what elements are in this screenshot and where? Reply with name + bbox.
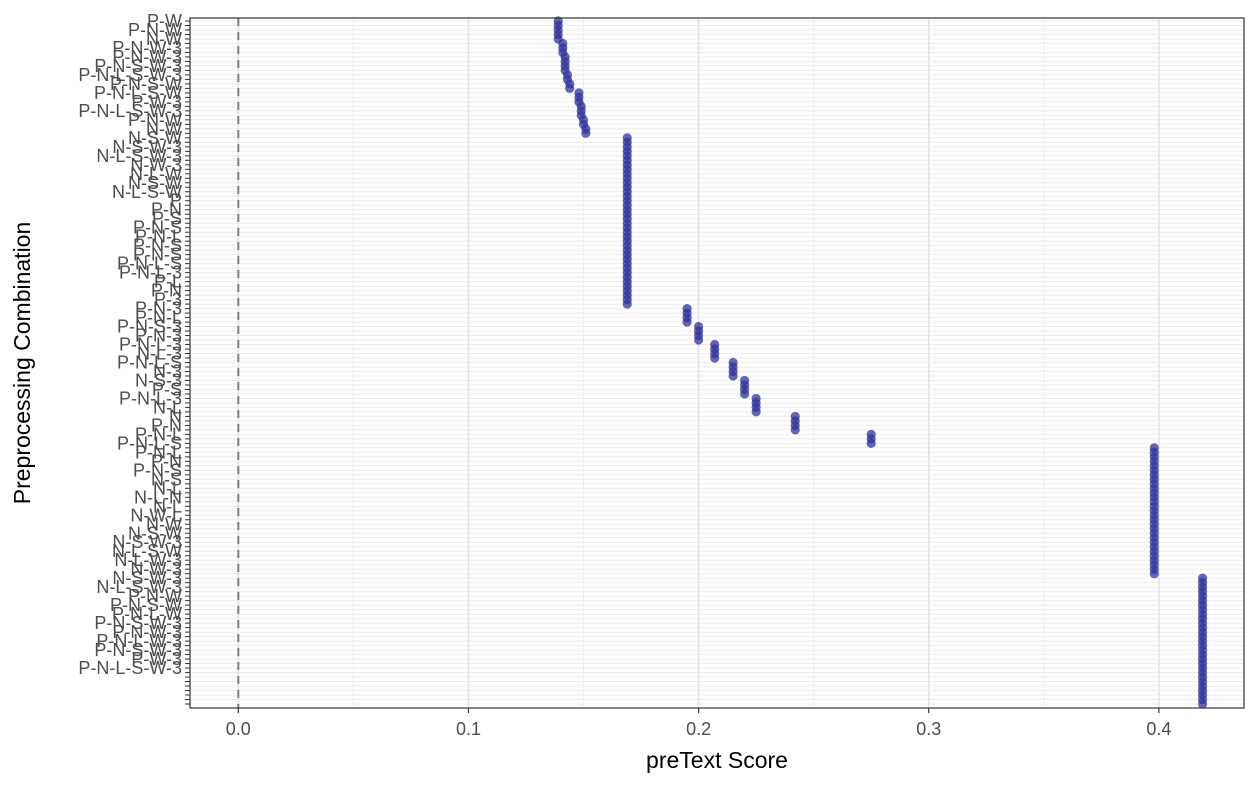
y-tick-label: N-S-W-3 [112, 137, 182, 157]
data-point [1149, 569, 1159, 579]
data-point [622, 299, 632, 309]
y-tick-label: P-N-L-W-3 [96, 631, 182, 651]
data-point [866, 438, 876, 448]
x-tick-label: 0.2 [686, 719, 711, 739]
y-tick-label: P-N [151, 415, 182, 435]
y-tick-label: N-W [146, 119, 182, 139]
y-tick-label: P-N [151, 451, 182, 471]
y-tick-label: P-N-L-S [117, 353, 182, 373]
data-point [740, 389, 750, 399]
data-point [790, 425, 800, 435]
x-tick-label: 0.0 [226, 719, 251, 739]
data-point [710, 353, 720, 363]
y-tick-label: P-N-3 [135, 326, 182, 346]
data-points [553, 16, 1208, 709]
data-point [693, 335, 704, 345]
y-tick-label: P-N-S [133, 245, 182, 265]
y-tick-label: N-L [153, 397, 182, 417]
y-tick-label: P-N-L-3 [119, 335, 182, 355]
y-tick-label: P-N-S-W-3 [94, 640, 182, 660]
x-tick-label: 0.3 [916, 719, 941, 739]
y-tick-label: P-N-W [128, 586, 182, 606]
y-tick-label: N-L [153, 478, 182, 498]
y-tick-label: N-S-W [128, 173, 182, 193]
data-point [581, 128, 591, 138]
y-tick-label: P-N-S-W [110, 595, 182, 615]
y-axis-ticks: P-WP-N-WN-WP-N-W-3P-N-W-3P-N-S-W-3P-N-L-… [78, 11, 190, 705]
y-tick-label: N-S-W-3 [112, 568, 182, 588]
y-tick-label: P-N-W-3 [112, 47, 182, 67]
y-tick-label: P-N-L-S [117, 433, 182, 453]
y-tick-label: P-N-L-W [112, 604, 182, 624]
data-point [1197, 699, 1208, 709]
y-tick-label: N-S-3 [135, 370, 182, 390]
y-tick-label: P-N-3 [135, 299, 182, 319]
y-tick-label: N-S-W-3 [112, 532, 182, 552]
y-tick-label: P-N-L-3 [119, 388, 182, 408]
y-tick-label: P-S [152, 209, 182, 229]
y-tick-label: P-N-S [133, 218, 182, 238]
y-tick-label: N-L-W [130, 164, 182, 184]
y-tick-label: N-W [146, 514, 182, 534]
vertical-gridlines [237, 18, 1160, 708]
y-tick-label: N-W-3 [130, 559, 182, 579]
y-tick-label: P-W-3 [131, 92, 182, 112]
y-tick-label: N-S-W [128, 523, 182, 543]
horizontal-gridlines [190, 20, 1244, 705]
y-tick-label: P-N-S-3 [117, 317, 182, 337]
y-tick-label: P [170, 191, 182, 211]
y-tick-label: P-N-S-W [110, 74, 182, 94]
y-tick-label: P-W [147, 11, 182, 31]
y-tick-label: P-N-S-W-3 [94, 613, 182, 633]
data-point [751, 407, 761, 417]
y-tick-label: P-N-S [133, 460, 182, 480]
y-tick-label: P-N-W-3 [112, 38, 182, 58]
y-tick-label: P-N-L [135, 308, 182, 328]
y-tick-label: N [169, 406, 182, 426]
x-axis-ticks: 0.0 0.1 0.2 0.3 0.4 [226, 708, 1171, 739]
y-tick-label: N-L-S-W [112, 182, 182, 202]
data-point [682, 317, 692, 327]
y-tick-label: P-N-L [135, 442, 182, 462]
x-tick-label: 0.1 [456, 719, 481, 739]
y-tick-label: P-N [151, 200, 182, 220]
y-tick-label: N-3 [153, 361, 182, 381]
y-tick-label: P-S [152, 379, 182, 399]
y-tick-label: P-L [154, 272, 182, 292]
y-tick-label: P-N-L-S-W [94, 83, 182, 103]
y-tick-label: P-N-W [128, 110, 182, 130]
y-tick-label: N-L [153, 496, 182, 516]
y-tick-label: P-W-3 [131, 649, 182, 669]
y-tick-label: N-L-S-W [112, 541, 182, 561]
y-tick-label: P-N-L-S-W-3 [78, 65, 182, 85]
y-tick-label: P-N-S [133, 236, 182, 256]
y-tick-label: N-S [151, 469, 182, 489]
y-tick-label: P-N [151, 281, 182, 301]
y-tick-label: N-W [146, 29, 182, 49]
y-tick-label: N-L-N [134, 487, 182, 507]
x-tick-label: 0.4 [1146, 719, 1171, 739]
y-axis-title: Preprocessing Combination [9, 222, 35, 505]
x-axis-title: preText Score [646, 747, 788, 773]
y-tick-label: N-L-S-W-3 [96, 146, 182, 166]
y-tick-label: N-W-3 [130, 155, 182, 175]
y-tick-label: N-W-L [130, 505, 182, 525]
y-tick-label: P-N-W [128, 20, 182, 40]
y-tick-label: P-N-L-S [117, 254, 182, 274]
data-point [565, 83, 575, 94]
y-tick-label: P-N-L-3 [119, 263, 182, 283]
y-tick-label: P-N-W-3 [112, 622, 182, 642]
y-tick-label: P-N-L-S-W-3 [78, 658, 182, 678]
y-tick-label: P-3 [154, 290, 182, 310]
y-tick-label: P-N-S-W-3 [94, 56, 182, 76]
y-tick-label: P-N-L-S-W-3 [78, 101, 182, 121]
y-tick-label: N-S-W [128, 128, 182, 148]
y-tick-label: N-L-3 [137, 344, 182, 364]
y-tick-label: P-N-L [135, 424, 182, 444]
data-point [728, 371, 738, 381]
y-tick-label: P-N-L [135, 227, 182, 247]
y-tick-label: N-L-W-3 [114, 550, 182, 570]
y-tick-label: N-L-S-W-3 [96, 577, 182, 597]
